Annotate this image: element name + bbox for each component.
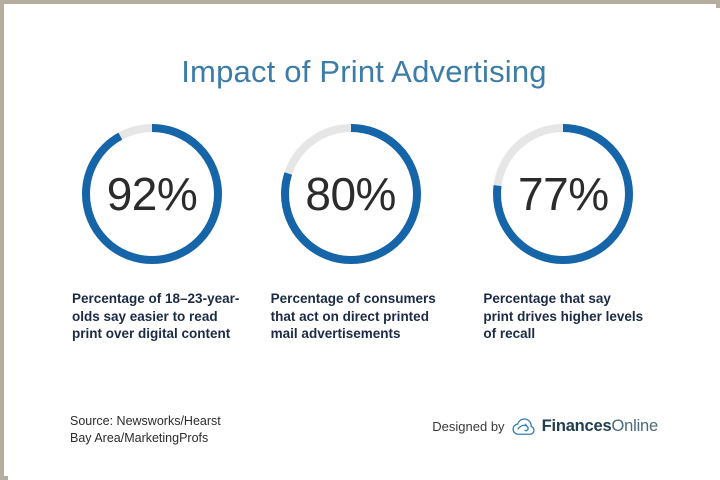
brand-name-bold: Finances — [541, 417, 612, 435]
donut-svg-1 — [82, 124, 222, 264]
donut-caption-1: Percentage of 18–23-year-olds say easier… — [72, 291, 240, 341]
cloud-swoosh-icon — [512, 417, 535, 436]
source-line-2: Bay Area/MarketingProfs — [70, 431, 209, 445]
donut-stats-row: 92% Percentage of 18–23-year-olds say ea… — [68, 120, 668, 343]
donut-value-3: 77% — [518, 168, 609, 220]
donut-arc-1 — [82, 124, 222, 264]
infographic-canvas: Impact of Print Advertising 92% Percenta… — [8, 8, 720, 480]
page-title: Impact of Print Advertising — [181, 54, 547, 89]
brand-name-light: Online — [611, 417, 659, 435]
donut-caption-2: Percentage of consumers that act on dire… — [270, 291, 436, 341]
donut-chart-3: 77% — [489, 120, 637, 268]
brand-name: FinancesOnline — [541, 417, 659, 436]
donut-svg-2 — [280, 124, 421, 264]
stat-item: 80% Percentage of consumers that act on … — [257, 120, 456, 343]
cloud-swoosh-icon-svg — [512, 417, 535, 435]
donut-chart-1: 92% — [78, 120, 226, 268]
designed-by-credit: Designed by FinancesOnline — [432, 417, 658, 436]
donut-svg-3 — [493, 124, 634, 264]
designed-by-label: Designed by — [432, 419, 505, 434]
stat-item: 92% Percentage of 18–23-year-olds say ea… — [68, 120, 257, 343]
source-line-1: Source: Newsworks/Hearst — [70, 414, 221, 428]
stat-item: 77% Percentage that say print drives hig… — [455, 120, 668, 343]
donut-arc-2 — [280, 124, 421, 264]
donut-value-2: 80% — [305, 168, 396, 220]
donut-arc-3 — [493, 124, 634, 264]
donut-caption-3: Percentage that say print drives higher … — [483, 291, 644, 341]
donut-chart-2: 80% — [277, 120, 425, 268]
donut-value-1: 92% — [106, 168, 198, 220]
source-citation: Source: Newsworks/Hearst Bay Area/Market… — [70, 413, 300, 447]
